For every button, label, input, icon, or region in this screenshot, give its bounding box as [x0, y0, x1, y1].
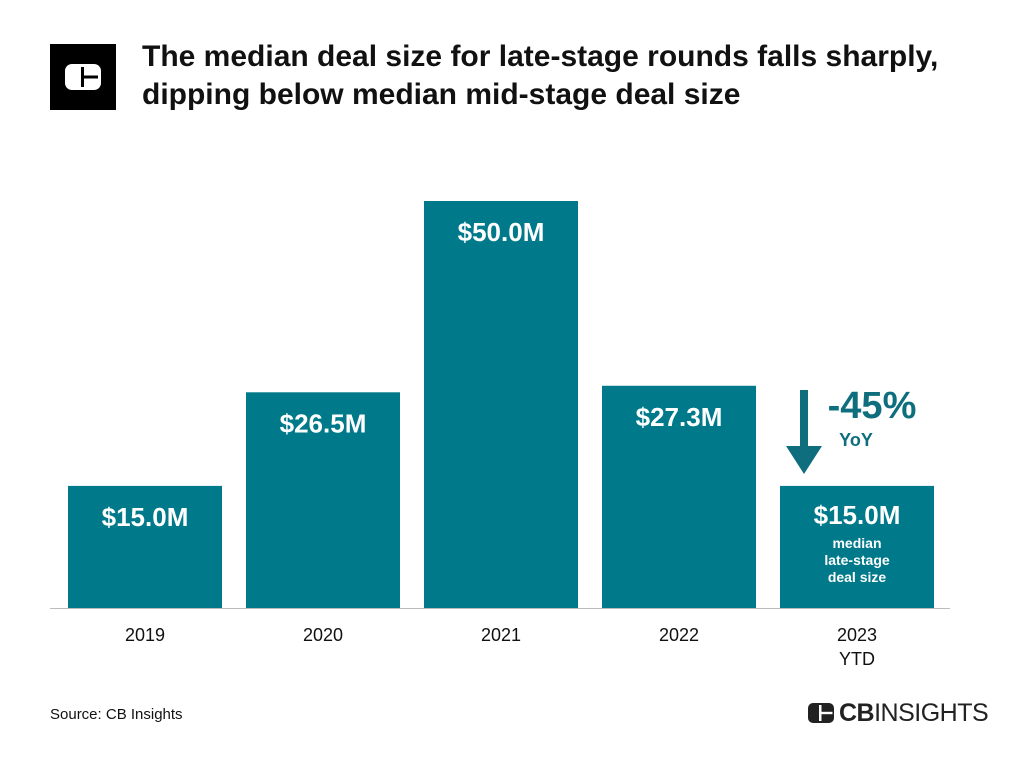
- bar-note-line-0: median: [832, 535, 881, 551]
- bar-0: [68, 485, 222, 608]
- x-tick-label-3-0: 2022: [659, 625, 699, 645]
- x-tick-label-1-0: 2020: [303, 625, 343, 645]
- source-note: Source: CB Insights: [50, 706, 183, 723]
- cb-brand-icon: [808, 703, 834, 723]
- x-tick-label-4-1: YTD: [839, 649, 875, 669]
- bar-2: [424, 201, 578, 608]
- x-tick-label-4-0: 2023: [837, 625, 877, 645]
- change-value: -45%: [828, 385, 917, 427]
- data-label-1: $26.5M: [280, 408, 367, 438]
- x-tick-label-0-0: 2019: [125, 625, 165, 645]
- bar-note-line-1: late-stage: [824, 552, 890, 568]
- bar-3: [602, 385, 756, 608]
- page-title: The median deal size for late-stage roun…: [142, 40, 939, 111]
- down-arrow-shaft: [800, 390, 808, 448]
- brand-wordmark-light: INSIGHTS: [874, 698, 989, 727]
- change-sub-label: YoY: [839, 430, 873, 450]
- brand-wordmark-bold: CB: [839, 698, 875, 727]
- brand-wordmark: CBINSIGHTS: [839, 698, 989, 728]
- cb-logo-icon: [50, 44, 116, 110]
- down-arrow-icon: [786, 446, 822, 474]
- bar-1: [246, 392, 400, 608]
- bar-4: [780, 485, 934, 608]
- cb-logo-glyph-icon: [65, 64, 101, 90]
- data-label-0: $15.0M: [102, 502, 189, 532]
- data-label-2: $50.0M: [458, 217, 545, 247]
- data-label-4: $15.0M: [814, 500, 901, 530]
- cb-insights-brand: CBINSIGHTS: [808, 698, 989, 728]
- data-label-3: $27.3M: [636, 402, 723, 432]
- x-tick-label-2-0: 2021: [481, 625, 521, 645]
- bar-note-line-2: deal size: [828, 569, 887, 585]
